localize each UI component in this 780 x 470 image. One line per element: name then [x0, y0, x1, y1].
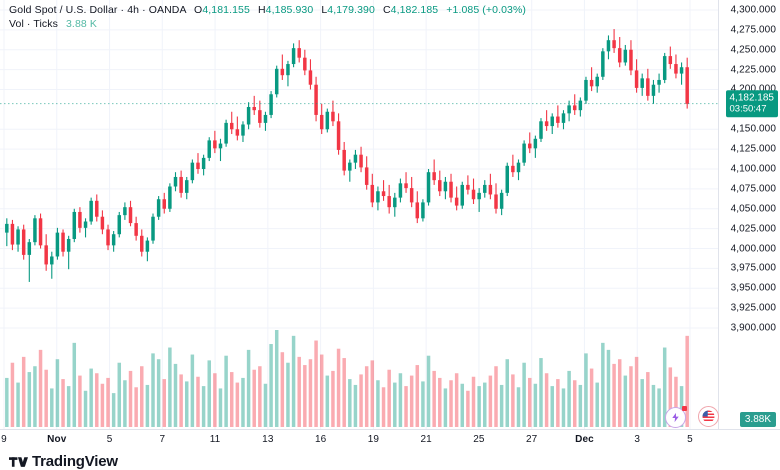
time-tick-label: 5 — [106, 434, 113, 445]
price-tick-label: 3,950.000 — [730, 282, 776, 294]
price-tick-label: 3,925.000 — [730, 302, 776, 314]
legend-high-value: 4,185.930 — [265, 4, 314, 16]
tradingview-logo[interactable]: TradingView — [9, 454, 118, 469]
tradingview-wordmark: TradingView — [32, 453, 118, 470]
volume-value-badge[interactable]: 3.88K — [739, 412, 776, 427]
price-tick-label: 4,025.000 — [730, 223, 776, 235]
time-tick-label: 9 — [1, 434, 7, 445]
legend-low-label: L — [321, 4, 328, 16]
candlestick-chart-svg — [0, 0, 718, 429]
time-tick-label: 7 — [159, 434, 166, 445]
legend-change: +1.085 (+0.03%) — [446, 4, 527, 16]
price-tick-label: 4,100.000 — [730, 163, 776, 175]
price-tick-label: 3,900.000 — [730, 322, 776, 334]
time-tick-label: 27 — [526, 434, 538, 445]
legend-volume-value: 3.88 K — [65, 17, 97, 30]
lightning-bolt-icon[interactable] — [665, 406, 687, 428]
axis-vertical-separator — [718, 0, 719, 429]
bar-countdown: 03:50:47 — [729, 103, 767, 115]
price-tick-label: 4,225.000 — [730, 64, 776, 76]
chart-legend: Gold Spot / U.S. Dollar · 4h · OANDA O4,… — [9, 4, 526, 31]
price-tick-label: 4,200.000 — [731, 84, 776, 95]
price-axis[interactable]: 4,300.000 4,275.000 4,250.000 4,225.000 4,20… — [718, 0, 780, 429]
flag-glyph — [702, 410, 715, 423]
tradingview-mark-icon — [9, 457, 28, 467]
price-tick-label: 4,050.000 — [730, 203, 776, 215]
bolt-alert-badge — [682, 406, 687, 411]
legend-sep-1: · — [120, 4, 125, 16]
price-tick-label: 4,000.000 — [730, 243, 776, 255]
time-axis[interactable]: 9 Nov 5 7 11 13 16 19 21 25 27 Dec 3 5 — [0, 429, 780, 451]
time-tick-label: 13 — [262, 434, 274, 445]
price-tick-label: 4,150.000 — [730, 123, 776, 135]
time-tick-label: 25 — [473, 434, 485, 445]
time-tick-label: Nov — [47, 434, 67, 445]
legend-close-label: C — [382, 4, 391, 16]
legend-interval[interactable]: 4h — [127, 4, 140, 16]
current-price-badge[interactable]: 4,182.185 03:50:47 — [725, 89, 778, 118]
price-tick-label: 4,075.000 — [730, 183, 776, 195]
legend-volume-row: Vol · Ticks 3.88 K — [9, 18, 526, 32]
legend-exchange: OANDA — [148, 4, 187, 16]
legend-low-value: 4,179.390 — [327, 4, 375, 16]
time-tick-label: 21 — [420, 434, 432, 445]
chart-plot-area[interactable] — [0, 0, 718, 429]
us-flag-icon[interactable] — [698, 406, 719, 427]
legend-close-value: 4,182.185 — [390, 4, 439, 16]
time-tick-label: 16 — [314, 434, 327, 445]
legend-sep-2: · — [142, 4, 146, 16]
legend-volume-title[interactable]: Vol · Ticks — [9, 17, 58, 30]
time-tick-label: Dec — [575, 434, 594, 445]
time-tick-label: 3 — [634, 434, 641, 445]
price-tick-label: 4,275.000 — [730, 24, 776, 36]
price-tick-label: 3,975.000 — [730, 262, 776, 274]
price-tick-label: 4,125.000 — [730, 143, 776, 155]
price-tick-label: 4,300.000 — [730, 4, 776, 16]
time-tick-label: 5 — [687, 434, 693, 445]
footer-bar: TradingView — [0, 451, 780, 470]
price-tick-label: 4,250.000 — [730, 44, 776, 56]
legend-main-row: Gold Spot / U.S. Dollar · 4h · OANDA O4,… — [9, 4, 526, 18]
legend-open-value: 4,181.155 — [202, 4, 250, 16]
time-tick-label: 11 — [209, 434, 221, 445]
legend-symbol[interactable]: Gold Spot / U.S. Dollar — [9, 4, 118, 16]
time-tick-label: 19 — [367, 434, 380, 445]
current-price-value: 4,182.185 — [729, 91, 775, 103]
bolt-glyph — [672, 412, 679, 423]
legend-high-label: H — [257, 4, 266, 16]
legend-open-label: O — [194, 4, 203, 16]
